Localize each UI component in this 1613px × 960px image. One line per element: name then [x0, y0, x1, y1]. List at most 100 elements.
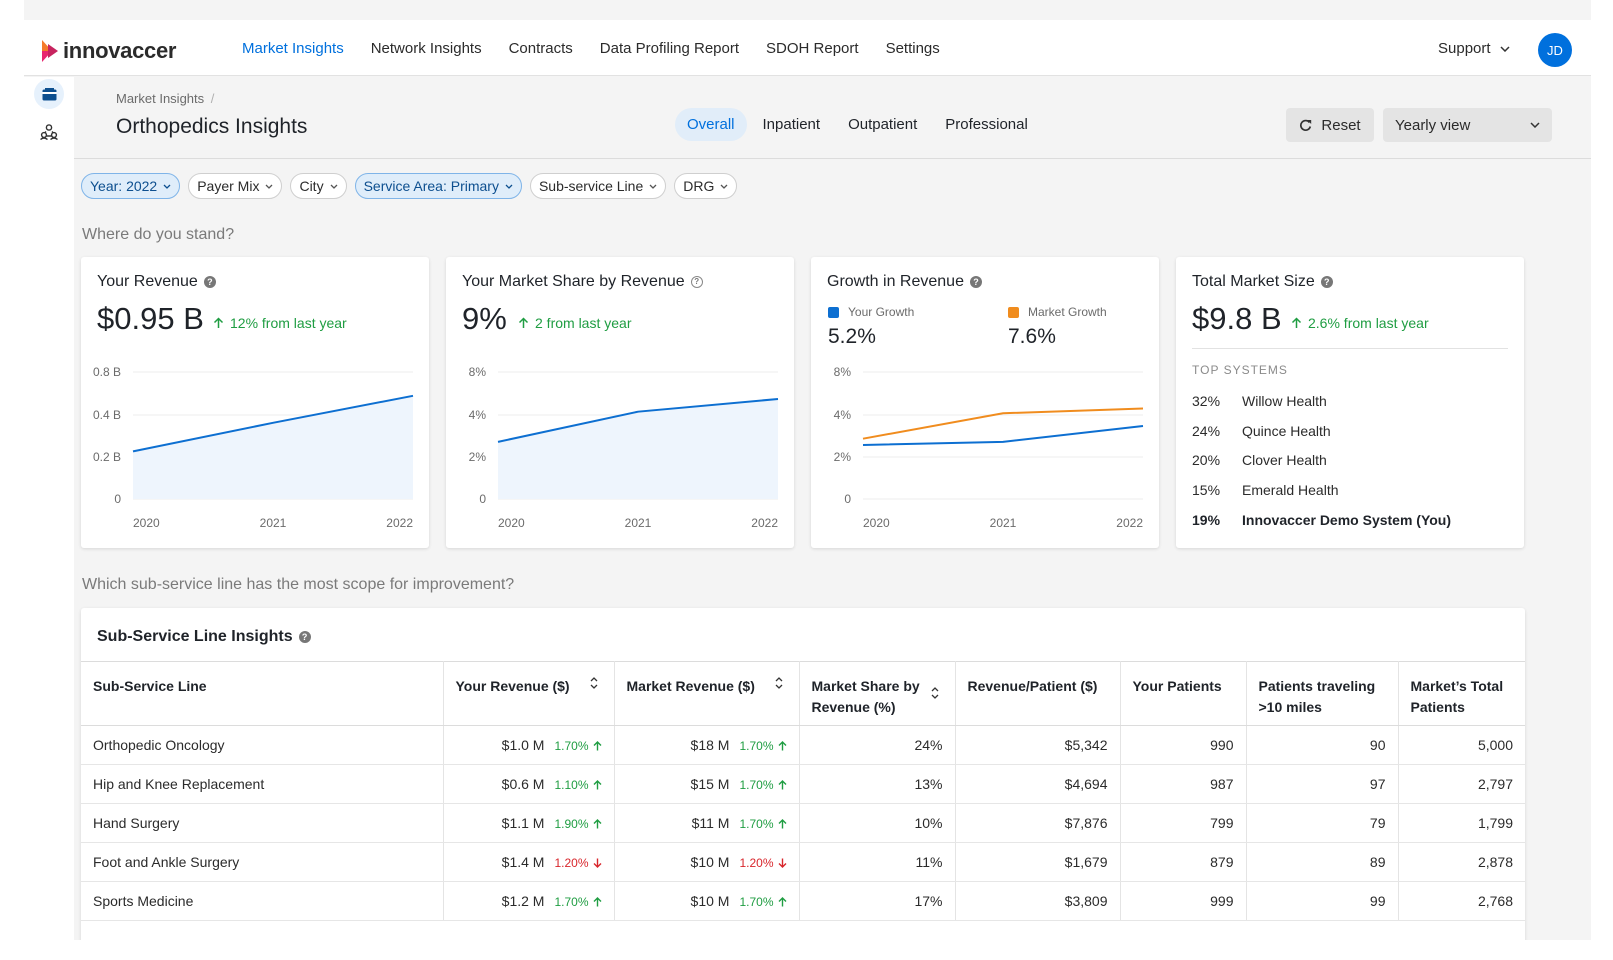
help-icon[interactable]: ?: [203, 276, 216, 288]
y-tick-label: 2%: [834, 450, 852, 464]
filter-service-area-label: Service Area: Primary: [363, 178, 499, 194]
chevron-down-icon: [1530, 122, 1540, 128]
y-tick-label: 0.8 B: [93, 365, 121, 379]
nav-sdoh-report[interactable]: SDOH Report: [766, 39, 859, 57]
series-line-0: [497, 397, 779, 443]
col-your-revenue[interactable]: Your Revenue ($): [443, 661, 615, 726]
sort-icon[interactable]: [775, 676, 783, 690]
sort-icon[interactable]: [931, 686, 939, 700]
section-question-standing: Where do you stand?: [82, 226, 235, 243]
brand-logo[interactable]: innovaccer: [40, 38, 176, 64]
top-system-row-you: 19% Innovaccer Demo System (You): [1192, 512, 1451, 528]
cell-sub-service-line: Hand Surgery: [81, 803, 444, 843]
cell-sub-service-line: Orthopedic Oncology: [81, 725, 444, 765]
cell-patients-traveling: 99: [1246, 881, 1399, 921]
arrow-up-icon: [593, 897, 601, 907]
help-icon[interactable]: ?: [298, 631, 311, 643]
support-menu[interactable]: Support: [1438, 40, 1510, 57]
legend-market-growth-label: Market Growth: [1028, 305, 1107, 319]
filter-year[interactable]: Year: 2022: [81, 173, 181, 199]
market-share-title-text: Your Market Share by Revenue: [462, 273, 685, 290]
top-system-pct: 15%: [1192, 482, 1221, 498]
help-icon[interactable]: ?: [690, 276, 703, 288]
series-line-1: [862, 407, 1144, 440]
y-tick-label: 0: [114, 492, 121, 506]
tab-professional[interactable]: Professional: [945, 116, 1028, 133]
revenue-value: $0.6 M: [501, 776, 545, 792]
market-revenue-value: $11 M: [691, 815, 730, 831]
nav-settings[interactable]: Settings: [885, 39, 940, 57]
arrow-up-icon: [593, 819, 601, 829]
reset-button[interactable]: Reset: [1286, 108, 1374, 142]
filter-service-area[interactable]: Service Area: Primary: [354, 173, 522, 199]
chevron-down-icon: [505, 184, 513, 189]
y-tick-label: 0.4 B: [93, 408, 121, 422]
chevron-down-icon: [720, 184, 728, 189]
total-market-card-title: Total Market Size ?: [1192, 273, 1333, 291]
rail-market-button[interactable]: [34, 79, 64, 109]
cell-market-revenue: $10 M 1.20%: [614, 842, 800, 882]
nav-network-insights[interactable]: Network Insights: [370, 39, 482, 57]
col-market-revenue[interactable]: Market Revenue ($): [614, 661, 800, 726]
market-revenue-change-text: 1.70%: [739, 739, 774, 753]
total-market-value: $9.8 B: [1192, 301, 1282, 336]
growth-title-text: Growth in Revenue: [827, 273, 964, 290]
filter-city[interactable]: City: [290, 173, 347, 199]
help-icon[interactable]: ?: [1320, 276, 1333, 288]
main-nav: Market Insights Network Insights Contrac…: [242, 20, 967, 76]
total-market-title-text: Total Market Size: [1192, 273, 1315, 290]
sort-icon[interactable]: [590, 676, 598, 690]
top-system-row: 20% Clover Health: [1192, 452, 1327, 468]
top-systems-title: TOP SYSTEMS: [1192, 363, 1288, 377]
table-row[interactable]: Hip and Knee Replacement $0.6 M 1.10% $15 M…: [81, 764, 1525, 804]
market-revenue-change-text: 1.70%: [739, 778, 774, 792]
cell-revenue-per-patient: $5,342: [955, 725, 1121, 765]
series-line-0: [132, 394, 414, 453]
table-row[interactable]: Hand Surgery $1.1 M 1.90% $11 M 1.70% 10% $7,8…: [81, 803, 1525, 843]
market-revenue-change-text: 1.70%: [739, 895, 774, 909]
market-share-card-title: Your Market Share by Revenue ?: [462, 273, 703, 291]
filter-drg[interactable]: DRG: [674, 173, 738, 199]
col-market-share[interactable]: Market Share by Revenue (%): [799, 661, 956, 726]
table-row[interactable]: Foot and Ankle Surgery $1.4 M 1.20% $10 M 1.…: [81, 842, 1525, 882]
your-growth-value: 5.2%: [828, 325, 876, 348]
top-system-name: Clover Health: [1242, 452, 1327, 468]
filter-payer-mix[interactable]: Payer Mix: [188, 173, 283, 199]
help-icon[interactable]: ?: [969, 276, 982, 288]
cell-market-total-patients: 1,799: [1398, 803, 1525, 843]
user-avatar[interactable]: JD: [1538, 33, 1572, 67]
revenue-change: 1.10%: [554, 778, 601, 792]
legend-swatch-blue: [828, 306, 839, 318]
cell-revenue-per-patient: $7,876: [955, 803, 1121, 843]
top-system-row: 32% Willow Health: [1192, 393, 1327, 409]
y-tick-label: 0: [844, 492, 851, 506]
nav-market-insights[interactable]: Market Insights: [242, 39, 344, 57]
cell-market-total-patients: 5,000: [1398, 725, 1525, 765]
rail-network-button[interactable]: [34, 117, 64, 147]
filter-payer-mix-label: Payer Mix: [197, 178, 260, 194]
table-row[interactable]: Orthopedic Oncology $1.0 M 1.70% $18 M 1.70%…: [81, 725, 1525, 765]
view-select[interactable]: Yearly view: [1383, 108, 1552, 142]
top-system-name: Quince Health: [1242, 423, 1331, 439]
total-market-trend: 2.6% from last year: [1291, 315, 1429, 331]
tab-overall[interactable]: Overall: [675, 108, 747, 141]
tab-outpatient[interactable]: Outpatient: [848, 116, 918, 133]
market-share-value: 9%: [462, 301, 507, 336]
col-patients-traveling: Patients traveling >10 miles: [1246, 661, 1399, 726]
tab-inpatient[interactable]: Inpatient: [762, 116, 821, 133]
nav-contracts[interactable]: Contracts: [508, 39, 573, 57]
chevron-down-icon: [649, 184, 657, 189]
table-row[interactable]: Sports Medicine $1.2 M 1.70% $10 M 1.70% 17% $…: [81, 881, 1525, 921]
market-share-trend: 2 from last year: [518, 315, 631, 331]
cell-patients-traveling: 79: [1246, 803, 1399, 843]
cell-market-share: 13%: [799, 764, 956, 804]
revenue-change: 1.70%: [554, 895, 601, 909]
growth-chart: 0 2% 4% 8% 2020 2021 2022: [834, 365, 1144, 530]
total-market-trend-text: 2.6% from last year: [1308, 315, 1429, 331]
arrow-up-icon: [1291, 317, 1302, 328]
nav-data-profiling-report[interactable]: Data Profiling Report: [599, 39, 740, 57]
revenue-chart: 0 0.2 B 0.4 B 0.8 B 2020 2021 2022: [93, 365, 414, 530]
col-your-patients: Your Patients: [1120, 661, 1247, 726]
filter-sub-service-line[interactable]: Sub-service Line: [529, 173, 667, 199]
breadcrumb-market-insights[interactable]: Market Insights: [116, 91, 205, 106]
